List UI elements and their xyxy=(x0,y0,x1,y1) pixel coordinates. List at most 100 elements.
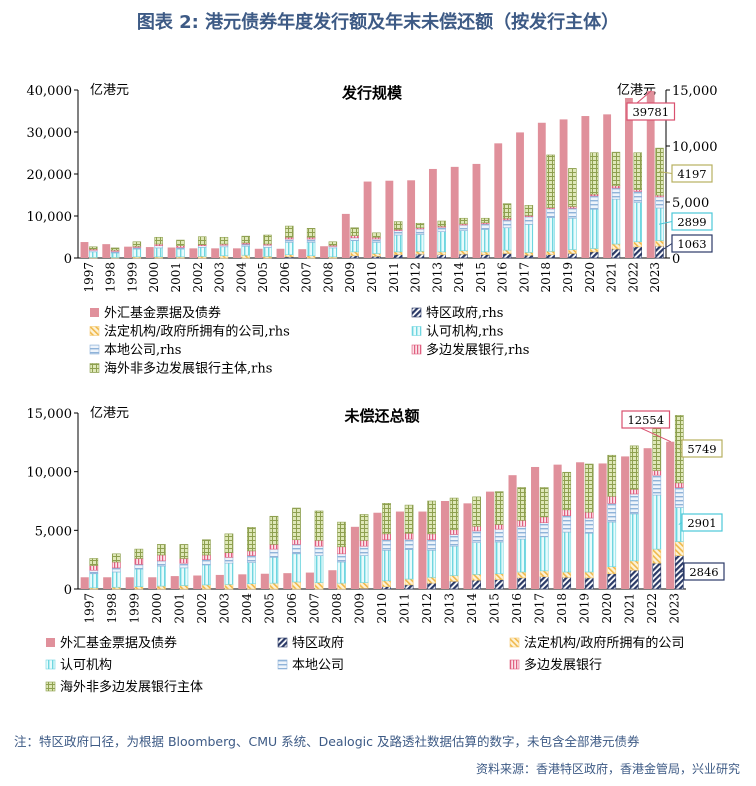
y-tick-label-left: 20,000 xyxy=(27,168,73,183)
bar-overseas xyxy=(502,203,512,219)
y-tick-label-right: 5,000 xyxy=(672,196,709,211)
legend-swatch-local xyxy=(89,344,100,355)
bar-fx_fund xyxy=(440,501,450,589)
bar-overseas xyxy=(584,463,594,513)
bar-authorized xyxy=(568,217,577,250)
callout-box xyxy=(626,102,676,121)
x-tick-label: 2009 xyxy=(352,593,366,624)
bar-authorized xyxy=(328,247,338,258)
callout-box xyxy=(671,212,713,231)
chart-title: 未偿还总额 xyxy=(343,407,419,425)
bar-statutory xyxy=(359,582,369,589)
bar-sar_gov xyxy=(427,582,436,590)
callout-box xyxy=(681,513,723,532)
bar-authorized xyxy=(154,247,163,258)
x-tick-label: 2004 xyxy=(234,262,248,293)
bar-fx_fund xyxy=(305,572,314,589)
bar-multilateral xyxy=(179,558,189,564)
bar-fx_fund xyxy=(170,576,179,589)
bar-local xyxy=(350,237,359,241)
bar-authorized xyxy=(241,245,250,256)
bar-local xyxy=(481,223,490,230)
bar-local xyxy=(472,530,481,543)
bar-local xyxy=(517,525,527,540)
bar-fx_fund xyxy=(472,163,481,258)
bar-sar_gov xyxy=(404,584,414,590)
bar-fx_fund xyxy=(363,181,372,258)
y-axis-unit-left: 亿港元 xyxy=(90,406,129,421)
bar-multilateral xyxy=(350,235,359,239)
legend-swatch-statutory xyxy=(89,326,100,336)
y-tick-label-left: 0 xyxy=(64,583,72,598)
bar-overseas xyxy=(459,217,468,225)
bar-multilateral xyxy=(247,550,256,556)
bar-local xyxy=(607,503,617,523)
bar-fx_fund xyxy=(559,119,568,259)
bar-sar_gov xyxy=(584,577,594,590)
legend-label: 多边发展银行,rhs xyxy=(426,342,529,358)
legend-label: 本地公司,rhs xyxy=(104,343,181,358)
bar-local xyxy=(674,487,684,508)
bar-authorized xyxy=(134,568,144,587)
bar-multilateral xyxy=(607,496,617,504)
bar-authorized xyxy=(382,549,391,582)
issuance-chart: 发行规模 亿港元 0 10,000 20,000 30,000 40,000 亿港元 0 5,00… xyxy=(27,83,718,377)
x-tick-label: 2014 xyxy=(452,262,466,293)
x-tick-label: 2002 xyxy=(191,262,205,293)
bar-local xyxy=(111,567,121,573)
bar-statutory xyxy=(292,581,301,590)
bar-statutory xyxy=(674,541,684,556)
bar-authorized xyxy=(481,229,490,253)
legend-swatch-fx_fund xyxy=(90,308,99,317)
bar-local xyxy=(224,557,234,564)
bar-multilateral xyxy=(517,520,527,527)
x-tick-label: 2020 xyxy=(600,593,614,624)
bar-sar_gov xyxy=(481,254,490,259)
x-tick-label: 1998 xyxy=(104,262,118,293)
bar-statutory xyxy=(502,249,512,254)
bar-authorized xyxy=(472,542,481,575)
bar-authorized xyxy=(607,521,617,568)
bar-overseas xyxy=(154,236,163,245)
legend-swatch-authorized xyxy=(45,659,56,670)
bar-multilateral xyxy=(202,554,211,560)
bar-multilateral xyxy=(134,558,144,565)
callout-leader xyxy=(678,571,685,573)
bar-multilateral xyxy=(292,539,301,545)
bar-authorized xyxy=(111,571,121,588)
bar-overseas xyxy=(157,544,166,556)
bar-local xyxy=(539,522,549,538)
bar-authorized xyxy=(132,248,142,258)
bar-statutory xyxy=(241,254,250,259)
x-tick-label: 1999 xyxy=(125,262,139,293)
bar-local xyxy=(154,245,163,249)
legend-swatch-authorized xyxy=(411,326,422,336)
bar-statutory xyxy=(611,243,621,250)
bar-local xyxy=(292,544,301,555)
bar-sar_gov xyxy=(382,586,391,590)
bar-overseas xyxy=(241,235,250,244)
bar-multilateral xyxy=(89,565,99,571)
bar-overseas xyxy=(285,225,294,238)
bar-fx_fund xyxy=(395,511,405,589)
bar-fx_fund xyxy=(167,247,176,258)
figure-title: 图表 2: 港元债券年度发行额及年末未偿还额（按发行主体） xyxy=(136,12,620,33)
x-tick-label: 2015 xyxy=(474,262,488,293)
bar-sar_gov xyxy=(607,573,617,590)
bar-multilateral xyxy=(611,185,621,189)
bar-overseas xyxy=(494,491,504,525)
bar-authorized xyxy=(404,549,414,580)
bar-fx_fund xyxy=(407,180,416,258)
x-tick-label: 2010 xyxy=(375,593,389,624)
bar-overseas xyxy=(224,533,234,553)
bar-local xyxy=(449,534,459,547)
legend-label: 海外非多边发展银行主体,rhs xyxy=(104,361,272,377)
x-tick-label: 2015 xyxy=(488,593,502,624)
bar-local xyxy=(633,191,642,203)
callout-label: 4197 xyxy=(677,167,706,181)
bar-overseas xyxy=(176,239,185,246)
bar-local xyxy=(241,243,250,247)
source-note: 资料来源：香港特区政府，香港金管局，兴业研究 xyxy=(475,762,740,776)
x-tick-label: 2010 xyxy=(365,262,379,293)
x-tick-label: 2012 xyxy=(409,262,423,293)
